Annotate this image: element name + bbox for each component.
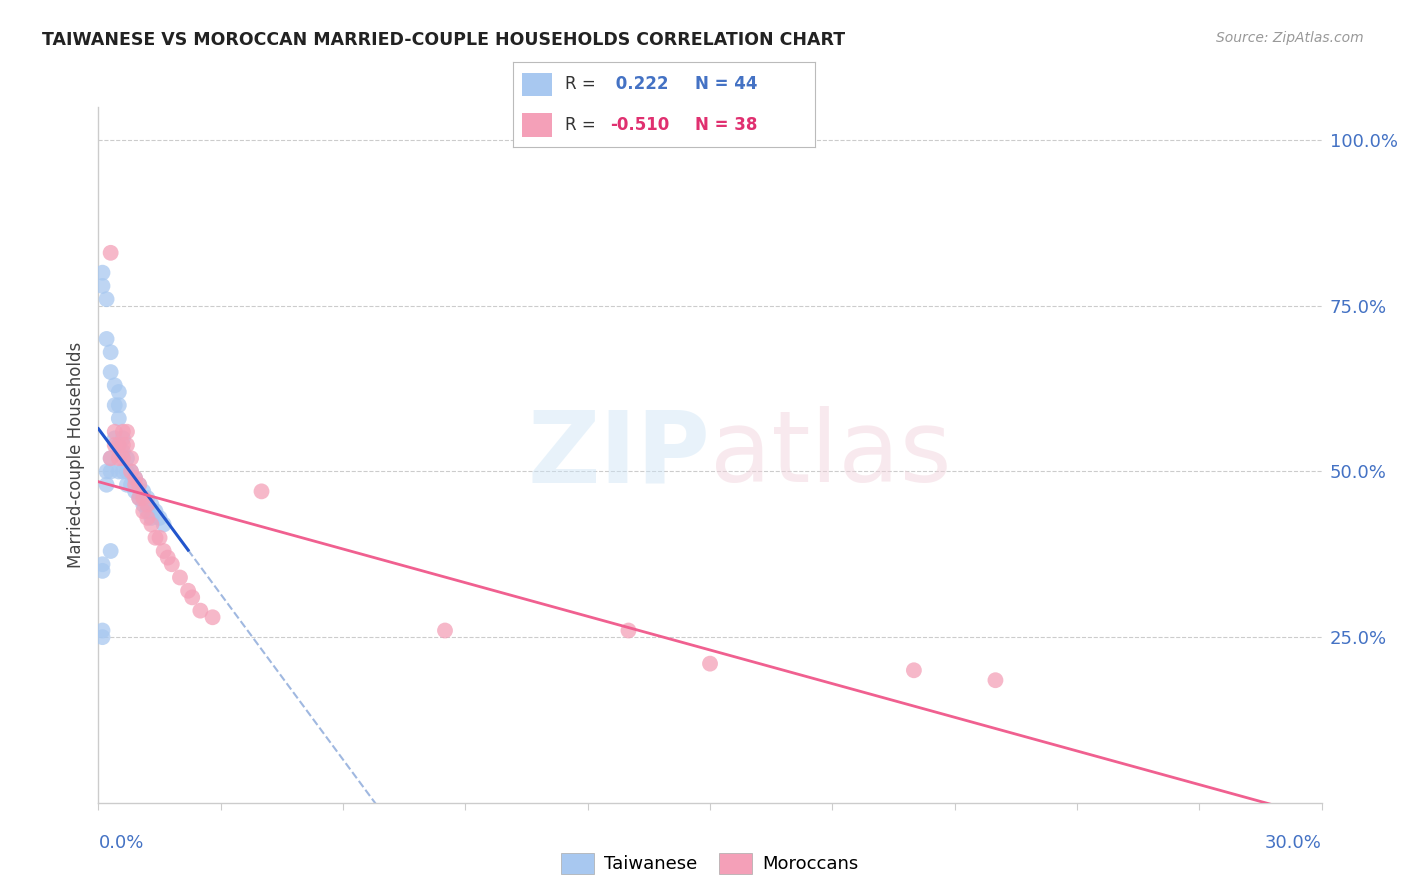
- Text: 0.0%: 0.0%: [98, 834, 143, 852]
- Point: [201, 610, 224, 624]
- Point: [141, 517, 163, 532]
- Text: N = 44: N = 44: [695, 75, 756, 93]
- Point: [136, 491, 159, 505]
- Point: [124, 471, 146, 485]
- Point: [104, 378, 127, 392]
- Point: [120, 465, 142, 479]
- Point: [111, 451, 134, 466]
- Point: [100, 544, 122, 558]
- Text: 0.222: 0.222: [610, 75, 668, 93]
- Point: [132, 504, 155, 518]
- Point: [984, 673, 1007, 688]
- Point: [108, 438, 131, 452]
- Point: [128, 477, 150, 491]
- Point: [124, 477, 146, 491]
- Text: ZIP: ZIP: [527, 407, 710, 503]
- Point: [120, 451, 142, 466]
- Bar: [522, 113, 553, 137]
- Point: [100, 345, 122, 359]
- Text: Source: ZipAtlas.com: Source: ZipAtlas.com: [1216, 31, 1364, 45]
- Point: [91, 630, 114, 644]
- Point: [108, 438, 131, 452]
- Point: [160, 558, 183, 572]
- Point: [120, 465, 142, 479]
- Point: [108, 451, 131, 466]
- Point: [111, 444, 134, 458]
- Point: [181, 591, 204, 605]
- Text: 30.0%: 30.0%: [1265, 834, 1322, 852]
- Point: [617, 624, 640, 638]
- Text: atlas: atlas: [710, 407, 952, 503]
- Point: [136, 504, 159, 518]
- Point: [111, 438, 134, 452]
- Point: [115, 477, 138, 491]
- Point: [108, 465, 131, 479]
- Point: [108, 411, 131, 425]
- Point: [141, 511, 163, 525]
- Point: [250, 484, 273, 499]
- Point: [132, 491, 155, 505]
- Point: [100, 465, 122, 479]
- Point: [128, 491, 150, 505]
- Point: [115, 451, 138, 466]
- Point: [149, 511, 172, 525]
- Point: [115, 438, 138, 452]
- Point: [91, 564, 114, 578]
- Point: [111, 425, 134, 439]
- Point: [152, 517, 174, 532]
- Point: [124, 484, 146, 499]
- Point: [100, 451, 122, 466]
- Text: R =: R =: [565, 116, 600, 134]
- Point: [100, 365, 122, 379]
- Point: [100, 451, 122, 466]
- Point: [120, 477, 142, 491]
- Point: [108, 384, 131, 399]
- Point: [152, 544, 174, 558]
- Point: [96, 465, 118, 479]
- Point: [169, 570, 191, 584]
- Point: [115, 425, 138, 439]
- Point: [145, 504, 167, 518]
- Text: N = 38: N = 38: [695, 116, 756, 134]
- Point: [115, 465, 138, 479]
- Text: -0.510: -0.510: [610, 116, 669, 134]
- Point: [91, 266, 114, 280]
- Point: [699, 657, 721, 671]
- Point: [96, 292, 118, 306]
- Point: [903, 663, 925, 677]
- Text: R =: R =: [565, 75, 600, 93]
- Point: [91, 558, 114, 572]
- Point: [141, 498, 163, 512]
- Point: [104, 398, 127, 412]
- Point: [91, 279, 114, 293]
- Point: [104, 425, 127, 439]
- Point: [111, 465, 134, 479]
- Point: [145, 531, 167, 545]
- Point: [96, 477, 118, 491]
- Point: [111, 431, 134, 445]
- Point: [128, 491, 150, 505]
- Legend: Taiwanese, Moroccans: Taiwanese, Moroccans: [561, 853, 859, 874]
- Text: TAIWANESE VS MOROCCAN MARRIED-COUPLE HOUSEHOLDS CORRELATION CHART: TAIWANESE VS MOROCCAN MARRIED-COUPLE HOU…: [42, 31, 845, 49]
- Point: [132, 498, 155, 512]
- Point: [100, 245, 122, 260]
- Point: [91, 624, 114, 638]
- Point: [124, 471, 146, 485]
- Point: [136, 498, 159, 512]
- Point: [96, 332, 118, 346]
- Point: [177, 583, 200, 598]
- Point: [108, 398, 131, 412]
- Point: [132, 484, 155, 499]
- Point: [434, 624, 457, 638]
- Point: [188, 604, 212, 618]
- Bar: [522, 72, 553, 96]
- Y-axis label: Married-couple Households: Married-couple Households: [66, 342, 84, 568]
- Point: [136, 511, 159, 525]
- Point: [149, 531, 172, 545]
- Point: [156, 550, 179, 565]
- Point: [128, 477, 150, 491]
- Point: [104, 431, 127, 445]
- Point: [104, 438, 127, 452]
